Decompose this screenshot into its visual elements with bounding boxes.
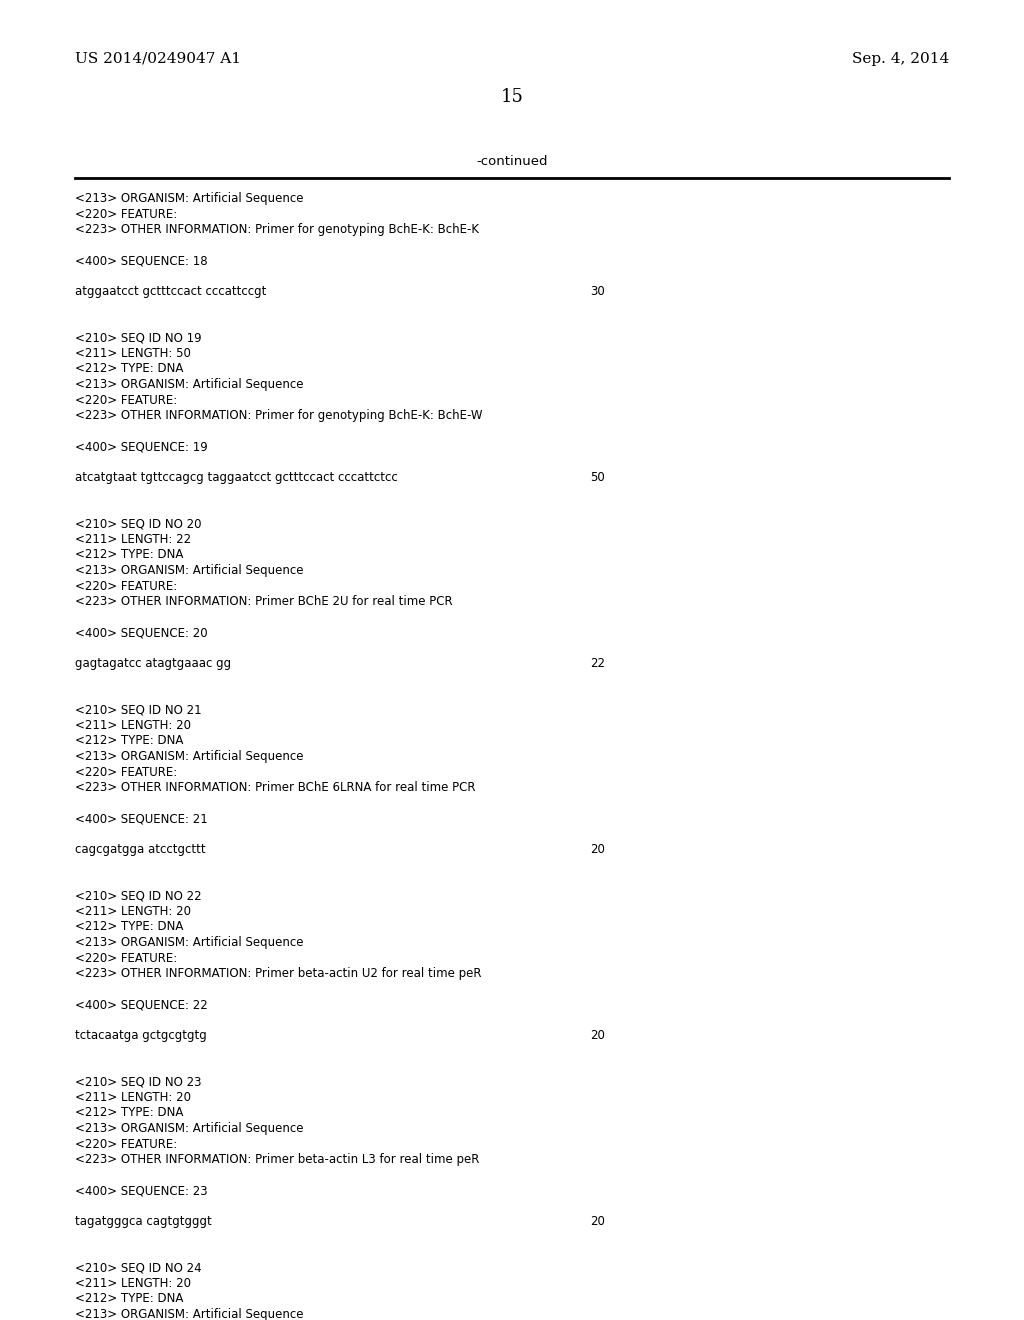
Text: <210> SEQ ID NO 22: <210> SEQ ID NO 22	[75, 890, 202, 903]
Text: <211> LENGTH: 20: <211> LENGTH: 20	[75, 1276, 191, 1290]
Text: 22: 22	[590, 657, 605, 671]
Text: <211> LENGTH: 20: <211> LENGTH: 20	[75, 719, 191, 733]
Text: <212> TYPE: DNA: <212> TYPE: DNA	[75, 1292, 183, 1305]
Text: <223> OTHER INFORMATION: Primer beta-actin U2 for real time peR: <223> OTHER INFORMATION: Primer beta-act…	[75, 968, 481, 979]
Text: 20: 20	[590, 1214, 605, 1228]
Text: <211> LENGTH: 50: <211> LENGTH: 50	[75, 347, 190, 360]
Text: <213> ORGANISM: Artificial Sequence: <213> ORGANISM: Artificial Sequence	[75, 750, 303, 763]
Text: <223> OTHER INFORMATION: Primer BChE 2U for real time PCR: <223> OTHER INFORMATION: Primer BChE 2U …	[75, 595, 453, 609]
Text: 30: 30	[590, 285, 605, 298]
Text: <212> TYPE: DNA: <212> TYPE: DNA	[75, 1106, 183, 1119]
Text: <210> SEQ ID NO 20: <210> SEQ ID NO 20	[75, 517, 202, 531]
Text: <220> FEATURE:: <220> FEATURE:	[75, 1138, 177, 1151]
Text: tctacaatga gctgcgtgtg: tctacaatga gctgcgtgtg	[75, 1030, 207, 1041]
Text: 20: 20	[590, 843, 605, 855]
Text: <213> ORGANISM: Artificial Sequence: <213> ORGANISM: Artificial Sequence	[75, 191, 303, 205]
Text: <213> ORGANISM: Artificial Sequence: <213> ORGANISM: Artificial Sequence	[75, 1308, 303, 1320]
Text: <400> SEQUENCE: 20: <400> SEQUENCE: 20	[75, 626, 208, 639]
Text: <400> SEQUENCE: 23: <400> SEQUENCE: 23	[75, 1184, 208, 1197]
Text: <220> FEATURE:: <220> FEATURE:	[75, 766, 177, 779]
Text: <210> SEQ ID NO 24: <210> SEQ ID NO 24	[75, 1262, 202, 1275]
Text: <212> TYPE: DNA: <212> TYPE: DNA	[75, 549, 183, 561]
Text: <400> SEQUENCE: 22: <400> SEQUENCE: 22	[75, 998, 208, 1011]
Text: <212> TYPE: DNA: <212> TYPE: DNA	[75, 363, 183, 375]
Text: <210> SEQ ID NO 23: <210> SEQ ID NO 23	[75, 1076, 202, 1089]
Text: <211> LENGTH: 22: <211> LENGTH: 22	[75, 533, 191, 546]
Text: <220> FEATURE:: <220> FEATURE:	[75, 579, 177, 593]
Text: <211> LENGTH: 20: <211> LENGTH: 20	[75, 906, 191, 917]
Text: <213> ORGANISM: Artificial Sequence: <213> ORGANISM: Artificial Sequence	[75, 936, 303, 949]
Text: <210> SEQ ID NO 21: <210> SEQ ID NO 21	[75, 704, 202, 717]
Text: atggaatcct gctttccact cccattccgt: atggaatcct gctttccact cccattccgt	[75, 285, 266, 298]
Text: <400> SEQUENCE: 21: <400> SEQUENCE: 21	[75, 812, 208, 825]
Text: <213> ORGANISM: Artificial Sequence: <213> ORGANISM: Artificial Sequence	[75, 564, 303, 577]
Text: <212> TYPE: DNA: <212> TYPE: DNA	[75, 734, 183, 747]
Text: -continued: -continued	[476, 154, 548, 168]
Text: <223> OTHER INFORMATION: Primer beta-actin L3 for real time peR: <223> OTHER INFORMATION: Primer beta-act…	[75, 1152, 479, 1166]
Text: tagatgggca cagtgtgggt: tagatgggca cagtgtgggt	[75, 1214, 212, 1228]
Text: 15: 15	[501, 88, 523, 106]
Text: <220> FEATURE:: <220> FEATURE:	[75, 393, 177, 407]
Text: <400> SEQUENCE: 18: <400> SEQUENCE: 18	[75, 253, 208, 267]
Text: <220> FEATURE:: <220> FEATURE:	[75, 207, 177, 220]
Text: <400> SEQUENCE: 19: <400> SEQUENCE: 19	[75, 440, 208, 453]
Text: <223> OTHER INFORMATION: Primer BChE 6LRNA for real time PCR: <223> OTHER INFORMATION: Primer BChE 6LR…	[75, 781, 475, 795]
Text: <213> ORGANISM: Artificial Sequence: <213> ORGANISM: Artificial Sequence	[75, 378, 303, 391]
Text: atcatgtaat tgttccagcg taggaatcct gctttccact cccattctcc: atcatgtaat tgttccagcg taggaatcct gctttcc…	[75, 471, 397, 484]
Text: <210> SEQ ID NO 19: <210> SEQ ID NO 19	[75, 331, 202, 345]
Text: <223> OTHER INFORMATION: Primer for genotyping BchE-K: BchE-K: <223> OTHER INFORMATION: Primer for geno…	[75, 223, 479, 236]
Text: <211> LENGTH: 20: <211> LENGTH: 20	[75, 1092, 191, 1104]
Text: <213> ORGANISM: Artificial Sequence: <213> ORGANISM: Artificial Sequence	[75, 1122, 303, 1135]
Text: <223> OTHER INFORMATION: Primer for genotyping BchE-K: BchE-W: <223> OTHER INFORMATION: Primer for geno…	[75, 409, 482, 422]
Text: gagtagatcc atagtgaaac gg: gagtagatcc atagtgaaac gg	[75, 657, 231, 671]
Text: 50: 50	[590, 471, 605, 484]
Text: <212> TYPE: DNA: <212> TYPE: DNA	[75, 920, 183, 933]
Text: cagcgatgga atcctgcttt: cagcgatgga atcctgcttt	[75, 843, 206, 855]
Text: Sep. 4, 2014: Sep. 4, 2014	[852, 51, 949, 66]
Text: <220> FEATURE:: <220> FEATURE:	[75, 952, 177, 965]
Text: 20: 20	[590, 1030, 605, 1041]
Text: US 2014/0249047 A1: US 2014/0249047 A1	[75, 51, 241, 66]
